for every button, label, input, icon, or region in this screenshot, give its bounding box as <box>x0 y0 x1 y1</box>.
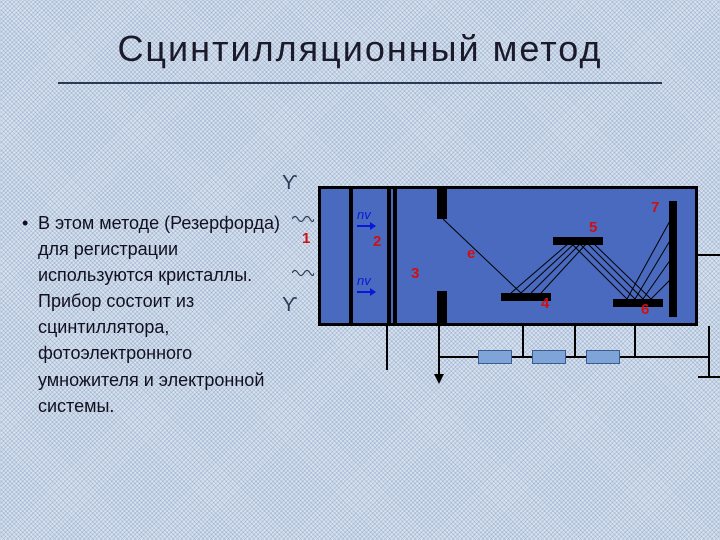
output-wire <box>698 254 720 256</box>
label-3: 3 <box>411 265 419 282</box>
resistor <box>478 350 512 364</box>
resistor <box>532 350 566 364</box>
label-4: 4 <box>541 295 549 312</box>
lead-wire <box>522 326 524 356</box>
wave-icon <box>292 268 314 278</box>
electron-rays <box>321 189 695 323</box>
slide-title: Сцинтилляционный метод <box>0 28 720 70</box>
pmt-housing: nv nv 2 3 e 4 <box>318 186 698 326</box>
gamma-symbol: ϒ <box>282 172 297 195</box>
label-1: 1 <box>302 230 310 247</box>
output-wire <box>698 376 720 378</box>
resistor <box>586 350 620 364</box>
lead-wire <box>438 326 440 374</box>
gamma-symbol: ϒ <box>282 294 297 317</box>
lead-wire <box>634 326 636 356</box>
label-e: e <box>467 245 475 262</box>
label-6: 6 <box>641 301 649 318</box>
body-text: В этом методе (Резерфорда) для регистрац… <box>38 210 288 419</box>
title-underline <box>58 82 662 84</box>
label-5: 5 <box>589 219 597 236</box>
output-wire <box>708 326 710 378</box>
label-7: 7 <box>651 199 659 216</box>
lead-wire <box>386 326 388 370</box>
ground-arrow-icon <box>432 370 446 384</box>
label-2: 2 <box>373 233 381 250</box>
lead-wire <box>574 326 576 356</box>
scintillation-diagram: nv nv 2 3 e 4 <box>318 186 698 336</box>
wave-icon <box>292 214 314 224</box>
